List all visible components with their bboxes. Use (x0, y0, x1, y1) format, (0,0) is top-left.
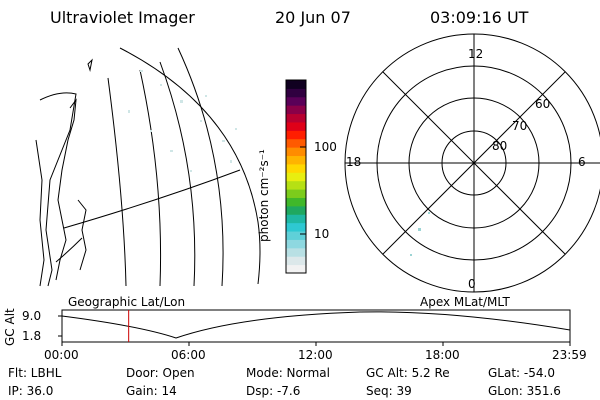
instrument-title: Ultraviolet Imager (50, 8, 195, 27)
colorbar-band (286, 222, 306, 232)
colorbar-band (286, 113, 306, 123)
observation-time: 03:09:16 UT (430, 8, 529, 27)
colorbar-band (286, 121, 306, 131)
x-tick-0600: 06:00 (171, 348, 206, 362)
lat-label-80: 80 (492, 139, 508, 153)
mlt-label-12: 12 (468, 47, 484, 61)
info-dsp: Dsp: -7.6 (246, 384, 301, 398)
colorbar-band (286, 155, 306, 165)
observation-date: 20 Jun 07 (275, 8, 351, 27)
colorbar-band (286, 163, 306, 173)
meridian-line (107, 77, 127, 287)
coastline (35, 139, 45, 287)
info-glat: GLat: -54.0 (488, 366, 555, 380)
gc-alt-axis-label: GC Alt (3, 308, 17, 346)
colorbar-band (286, 205, 306, 215)
info-seq: Seq: 39 (366, 384, 412, 398)
info-door: Door: Open (126, 366, 195, 380)
limb-arc (119, 47, 261, 285)
colorbar-tick-100: 100 (314, 140, 337, 154)
colorbar-frame (285, 79, 307, 274)
x-tick-1800: 18:00 (425, 348, 460, 362)
info-glon: GLon: 351.6 (488, 384, 561, 398)
coastline (77, 199, 87, 271)
colorbar-band (286, 138, 306, 148)
colorbar-band (286, 264, 306, 274)
altitude-timeline (58, 309, 571, 346)
colorbar-band (286, 189, 306, 198)
meridian-line (159, 61, 196, 287)
lat-label-60: 60 (535, 97, 551, 111)
info-gc-alt: GC Alt: 5.2 Re (366, 366, 450, 380)
colorbar-band (286, 80, 306, 89)
colorbar-band (286, 105, 306, 115)
info-ip: IP: 36.0 (8, 384, 54, 398)
meridian-line (177, 47, 224, 287)
colorbar-band (286, 130, 306, 140)
latitude-line (55, 237, 83, 263)
colorbar-band (286, 147, 306, 157)
colorbar-band (286, 197, 306, 207)
y-tick-9: 9.0 (22, 309, 42, 323)
polar-plot (344, 33, 600, 293)
colorbar-band (286, 231, 306, 240)
colorbar (286, 80, 306, 274)
apex-label: Apex MLat/MLT (420, 295, 510, 309)
colorbar-band (286, 247, 306, 257)
mlt-label-0: 0 (468, 277, 476, 291)
colorbar-tick-10: 10 (314, 227, 330, 241)
colorbar-band (286, 88, 306, 98)
colorbar-band (286, 96, 306, 106)
meridian-line (139, 69, 162, 287)
colorbar-band (286, 172, 306, 182)
coastline (55, 58, 93, 281)
coastline (39, 92, 77, 287)
x-tick-1200: 12:00 (298, 348, 333, 362)
x-tick-2359: 23:59 (552, 348, 587, 362)
geographic-map-panel (35, 47, 261, 287)
polar-speckles (410, 212, 430, 256)
info-flt: Flt: LBHL (8, 366, 62, 380)
info-gain: Gain: 14 (126, 384, 177, 398)
latitude-line (63, 169, 241, 229)
geographic-label: Geographic Lat/Lon (68, 295, 186, 309)
y-tick-1-8: 1.8 (22, 329, 42, 343)
colorbar-band (286, 180, 306, 190)
colorbar-unit-label: photon cm⁻²s⁻¹ (257, 149, 271, 242)
colorbar-band (286, 256, 306, 266)
colorbar-band (286, 214, 306, 224)
mlt-label-6: 6 (578, 155, 586, 169)
aurora-speckles (128, 70, 237, 172)
lat-label-70: 70 (512, 119, 528, 133)
info-mode: Mode: Normal (246, 366, 330, 380)
altitude-curve (61, 311, 571, 339)
x-tick-0000: 00:00 (44, 348, 79, 362)
colorbar-band (286, 239, 306, 249)
mlt-label-18: 18 (346, 155, 362, 169)
